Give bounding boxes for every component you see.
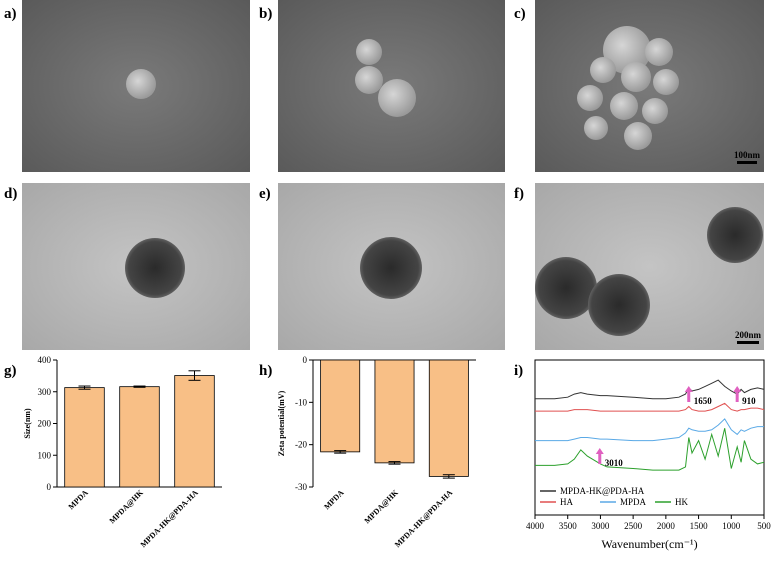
annotation-arrow [733,386,742,402]
panel-label: c) [514,6,526,22]
bar [119,386,160,488]
y-axis-label: Size(nm) [23,408,32,439]
y-tick-label: 200 [38,419,52,429]
panel-label: h) [259,363,272,379]
y-tick-label: -20 [295,440,307,450]
panel-label: d) [4,186,17,202]
scale-bar-label: 200nm [735,330,762,340]
spectrum-line [535,418,764,442]
bar [374,359,415,464]
panel-label: f) [514,186,524,202]
legend-label: MPDA-HK@PDA-HA [560,486,645,496]
y-tick-label: 400 [38,355,52,365]
x-tick-label: MPDA@HK [108,488,146,526]
y-tick-label: -30 [295,482,307,492]
sem-images [22,0,764,172]
x-tick-label: MPDA [322,488,345,511]
panel-label: g) [4,363,17,379]
bar [320,359,361,453]
annotation: 1650 [694,396,713,406]
bar [428,359,469,477]
x-tick-label: 3500 [559,521,578,531]
plot-frame [534,359,765,516]
x-tick-label: 3000 [591,521,610,531]
x-tick-label: 2000 [657,521,676,531]
panel-label: e) [259,186,271,202]
y-tick-label: 0 [303,355,308,365]
legend-label: MPDA [620,497,647,507]
x-tick-label: MPDA-HK@PDA-HA [139,488,200,549]
spectrum-line [535,402,765,412]
x-tick-label: MPDA@HK [363,488,401,526]
legend-label: HA [560,497,573,507]
x-axis-label: Wavenumber(cm⁻¹) [601,537,697,551]
x-tick-label: 1000 [722,521,741,531]
x-tick-label: 500 [757,521,771,531]
tem-images [22,183,764,350]
x-tick-label: 1500 [690,521,709,531]
x-tick-label: 2500 [624,521,643,531]
annotation-arrow [595,448,604,464]
spectrum-line [535,428,765,471]
x-tick-label: 4000 [526,521,545,531]
y-tick-label: -10 [295,397,307,407]
annotation: 910 [742,396,756,406]
y-axis-label: Zeta potential(mV) [277,390,286,456]
scale-bar-label: 100nm [734,150,761,160]
annotation: 3010 [605,458,624,468]
x-tick-label: MPDA-HK@PDA-HA [393,488,454,549]
y-tick-label: 0 [47,482,52,492]
x-tick-label: MPDA [67,488,90,511]
y-tick-label: 300 [38,387,52,397]
spectrum-line [535,379,765,400]
annotation-arrow [684,386,693,402]
bar [174,375,215,488]
panel-label: a) [4,6,17,22]
panel-label: b) [259,6,272,22]
panel-label: i) [514,363,523,379]
bar [64,387,105,488]
y-tick-label: 100 [38,450,52,460]
legend-label: HK [675,497,688,507]
